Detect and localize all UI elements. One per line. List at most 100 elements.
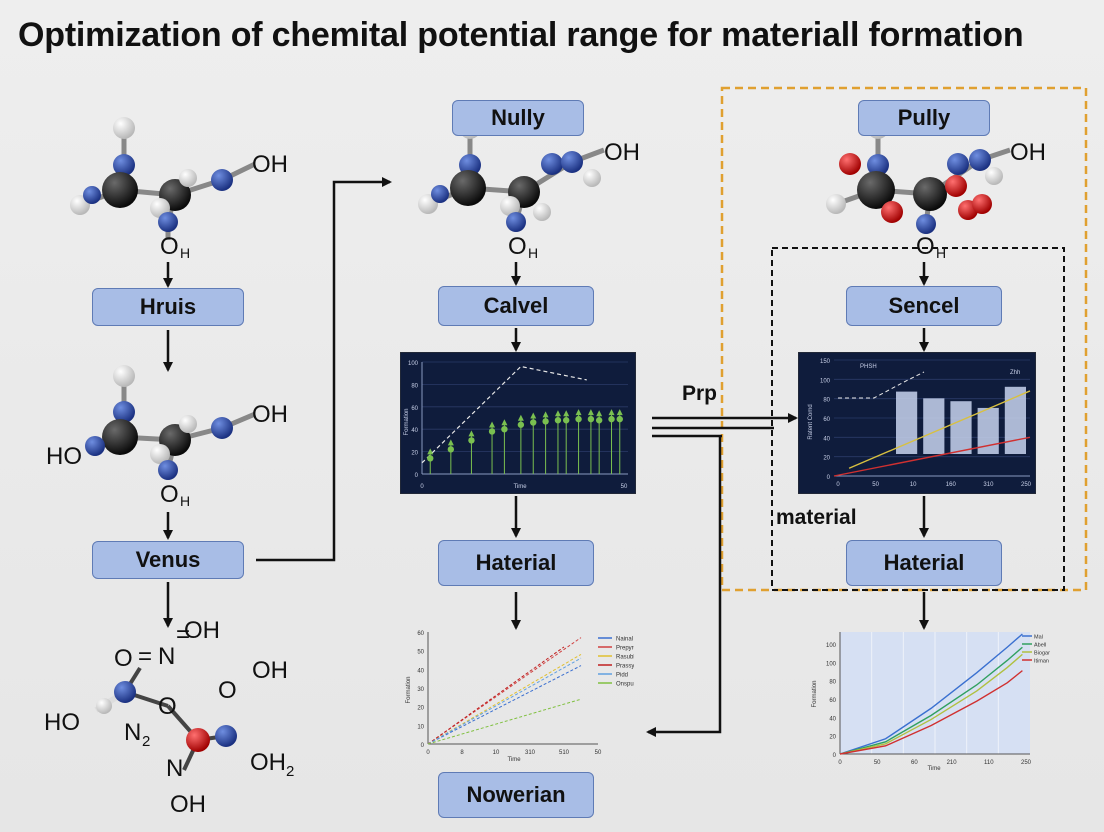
chart3-ytick: 20 bbox=[823, 456, 830, 462]
label-material: material bbox=[776, 506, 857, 529]
chart3-bar bbox=[896, 391, 918, 454]
label-prp: Prp bbox=[682, 382, 718, 405]
chart2-legend-label: Pidd bbox=[616, 673, 628, 679]
chart4-ylabel: Formation bbox=[812, 680, 818, 707]
chart1-point bbox=[563, 417, 570, 424]
chart3-xtick: 250 bbox=[1021, 482, 1032, 488]
chart2-ytick: 30 bbox=[417, 687, 424, 693]
box-venus: Venus bbox=[92, 541, 244, 579]
m3-o-left: O bbox=[114, 645, 133, 672]
chart4-legend-label: Mal bbox=[1034, 635, 1043, 641]
chart2-xtick: 310 bbox=[525, 750, 536, 756]
chart3-bar bbox=[1004, 386, 1026, 454]
chart3-xtick: 50 bbox=[872, 482, 879, 488]
chart4-xtick: 250 bbox=[1021, 760, 1032, 766]
m3-n-bot: N bbox=[166, 755, 183, 782]
chart1-xtick: 0 bbox=[420, 484, 424, 490]
chart2-legend-label: Onspure bbox=[616, 682, 634, 688]
box-nowerian: Nowerian bbox=[438, 772, 594, 818]
box-haterial-mid: Haterial bbox=[438, 540, 594, 586]
chart1-arrowhead bbox=[554, 410, 561, 417]
m5-o: O bbox=[916, 233, 935, 260]
m3-o-right: O bbox=[218, 677, 237, 704]
arrow-venus-middle bbox=[256, 177, 392, 562]
chart-scatter: 100 80 60 40 20 00 50 Time Formation bbox=[400, 352, 636, 494]
box-calvel: Calvel bbox=[438, 286, 594, 326]
m1-h: H bbox=[180, 245, 190, 261]
chart1-ytick: 40 bbox=[411, 428, 418, 434]
chart4-xtick: 50 bbox=[874, 760, 881, 766]
chart1-arrowhead bbox=[530, 412, 537, 419]
chart3-ytick: 40 bbox=[823, 436, 830, 442]
chart1-arrowhead bbox=[447, 439, 454, 446]
box-sencel: Sencel bbox=[846, 286, 1002, 326]
m3-eq1: = bbox=[138, 643, 152, 670]
chart4-legend-label: Biogamnrony bbox=[1034, 651, 1050, 657]
arrow-return-to-chart2 bbox=[646, 436, 722, 737]
m3-oh-right: OH bbox=[252, 657, 288, 684]
chart4-series-line bbox=[839, 653, 1023, 755]
chart1-point bbox=[575, 415, 582, 423]
chart1-ytick: 60 bbox=[411, 406, 418, 412]
chart2-ytick: 10 bbox=[417, 724, 424, 730]
chart3-ytick: 100 bbox=[820, 378, 831, 384]
chart1-arrowhead bbox=[587, 409, 594, 416]
box-hruis: Hruis bbox=[92, 288, 244, 326]
chart4-series-line bbox=[839, 633, 1023, 755]
chart2-xtick: 10 bbox=[493, 750, 500, 756]
chart2-series-line bbox=[427, 698, 582, 745]
m3-o-mid: O bbox=[158, 693, 177, 720]
chart1-point bbox=[488, 428, 496, 435]
m1-oh: OH bbox=[252, 151, 288, 178]
chart1-arrowhead bbox=[596, 410, 603, 417]
m2-ho: HO bbox=[46, 443, 82, 470]
m3-oh2-sub: 2 bbox=[286, 763, 294, 780]
m5-oh: OH bbox=[1010, 139, 1046, 166]
chart3-legend-label: Zhh bbox=[1010, 370, 1020, 376]
chart3-series-line bbox=[848, 390, 1031, 469]
chart3-xtick: 310 bbox=[983, 482, 994, 488]
m4-o: O bbox=[508, 233, 527, 260]
chart1-xlabel: Time bbox=[513, 484, 527, 490]
chart-lines-right: 100 100 80 60 40 20 00 50 60 210 110 250 Time Formati… bbox=[812, 632, 1050, 770]
chart3-xtick: 10 bbox=[910, 482, 917, 488]
chart2-legend-label: Rasuble bbox=[616, 655, 634, 661]
chart2-ytick: 0 bbox=[421, 743, 425, 749]
chart1-point bbox=[468, 437, 475, 444]
chart2-ytick: 50 bbox=[417, 650, 424, 656]
m4-h: H bbox=[528, 245, 538, 261]
chart3-bar bbox=[950, 401, 972, 454]
chart1-ylabel: Formation bbox=[404, 408, 410, 435]
chart2-legend-label: Prassyrnitind bbox=[616, 664, 634, 670]
chart4-ytick: 40 bbox=[829, 716, 836, 722]
chart1-point bbox=[608, 415, 615, 423]
chart2-series-line bbox=[427, 646, 565, 745]
chart4-ytick: 80 bbox=[829, 680, 836, 686]
chart4-legend-label: Itiman bbox=[1034, 659, 1049, 665]
chart1-arrowhead bbox=[427, 448, 434, 455]
chart4-ytick: 0 bbox=[833, 753, 837, 759]
chart4-xtick: 210 bbox=[947, 760, 958, 766]
chart1-dashed-trend bbox=[421, 365, 587, 464]
chart-lines-middle: 60 50 40 30 20 10 00 8 10 310 510 50 Time Formation Na… bbox=[406, 631, 634, 762]
chart2-xlabel: Time bbox=[507, 757, 521, 762]
chart1-point bbox=[587, 415, 595, 423]
m2-o: O bbox=[160, 481, 179, 508]
chart1-point bbox=[427, 455, 434, 462]
chart1-point bbox=[616, 415, 623, 423]
chart4-ytick: 100 bbox=[826, 643, 837, 649]
chart1-point bbox=[530, 419, 537, 426]
black-dashed-frame bbox=[771, 247, 1065, 591]
chart1-arrowhead bbox=[517, 414, 524, 421]
m2-h: H bbox=[180, 493, 190, 509]
chart4-series-line bbox=[839, 646, 1023, 755]
chart3-ytick: 60 bbox=[823, 417, 830, 423]
chart2-xtick: 510 bbox=[559, 750, 570, 756]
chart1-arrowhead bbox=[489, 421, 496, 428]
chart2-legend-label: Nainal bbox=[616, 637, 633, 643]
chart1-xtick: 50 bbox=[621, 484, 628, 490]
chart4-xtick: 110 bbox=[984, 760, 994, 766]
chart1-point bbox=[554, 417, 562, 424]
chart1-arrowhead bbox=[616, 409, 623, 416]
box-haterial-right: Haterial bbox=[846, 540, 1002, 586]
